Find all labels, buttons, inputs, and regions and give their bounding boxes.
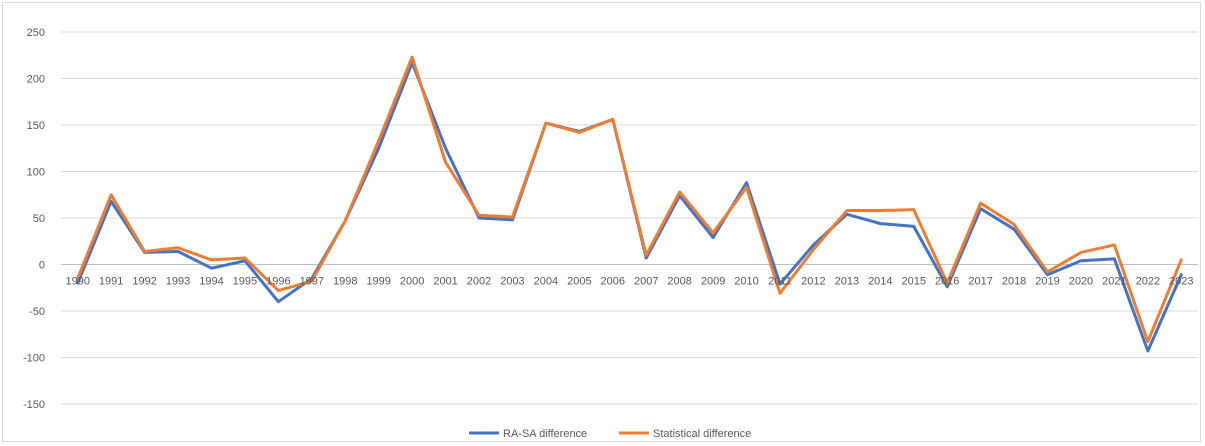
legend: RA-SA difference Statistical difference [469,428,751,440]
series-lines [76,55,1183,353]
x-tick-label: 2011 [768,276,792,288]
x-tick-label: 2021 [1102,276,1126,288]
y-tick-label: 250 [27,27,45,39]
y-tick-label: 50 [33,213,45,225]
x-tick-label: 1992 [132,276,156,288]
series-line-ra-sa-difference [76,61,1183,353]
x-tick-label: 2013 [835,276,859,288]
x-tick-label: 1998 [333,276,357,288]
legend-label: Statistical difference [653,428,751,440]
x-tick-label: 2006 [601,276,625,288]
y-tick-label: -100 [23,353,45,365]
x-tick-label: 2020 [1069,276,1093,288]
x-tick-label: 2002 [467,276,491,288]
x-tick-label: 2000 [400,276,424,288]
x-tick-label: 2004 [534,276,558,288]
x-tick-label: 1997 [300,276,324,288]
x-tick-label: 2022 [1136,276,1160,288]
y-tick-label: 150 [27,120,45,132]
x-tick-label: 1996 [266,276,290,288]
x-tick-label: 2016 [935,276,959,288]
x-tick-label: 2014 [868,276,892,288]
legend-item: Statistical difference [619,428,751,440]
x-tick-label: 1991 [99,276,123,288]
legend-item: RA-SA difference [469,428,587,440]
x-tick-label: 2001 [433,276,457,288]
y-tick-label: 0 [39,260,45,272]
x-tick-label: 2012 [801,276,825,288]
x-axis-tick-labels: 1990 1991 1992 1993 1994 1995 1996 1997 1998 1999… [65,276,1193,288]
x-tick-label: 2023 [1169,276,1193,288]
x-tick-label: 1994 [199,276,223,288]
x-tick-label: 2009 [701,276,725,288]
y-tick-label: 100 [27,167,45,179]
x-tick-label: 1993 [166,276,190,288]
x-tick-label: 2005 [567,276,591,288]
x-tick-label: 2019 [1035,276,1059,288]
y-tick-label: 200 [27,74,45,86]
y-axis-tick-labels: 250 200 150 100 50 0 -50 -100 -150 [23,27,45,411]
x-tick-label: 2017 [968,276,992,288]
x-tick-label: 2008 [667,276,691,288]
legend-label: RA-SA difference [503,428,587,440]
y-tick-label: -50 [29,306,45,318]
x-tick-label: 1999 [366,276,390,288]
x-tick-label: 1995 [233,276,257,288]
x-tick-label: 2018 [1002,276,1026,288]
series-line-statistical-difference [76,55,1183,344]
x-tick-label: 2003 [500,276,524,288]
x-tick-label: 2007 [634,276,658,288]
x-tick-label: 1990 [65,276,89,288]
gridlines [61,31,1198,405]
x-tick-label: 2015 [902,276,926,288]
x-tick-label: 2010 [734,276,758,288]
y-tick-label: -150 [23,399,45,411]
